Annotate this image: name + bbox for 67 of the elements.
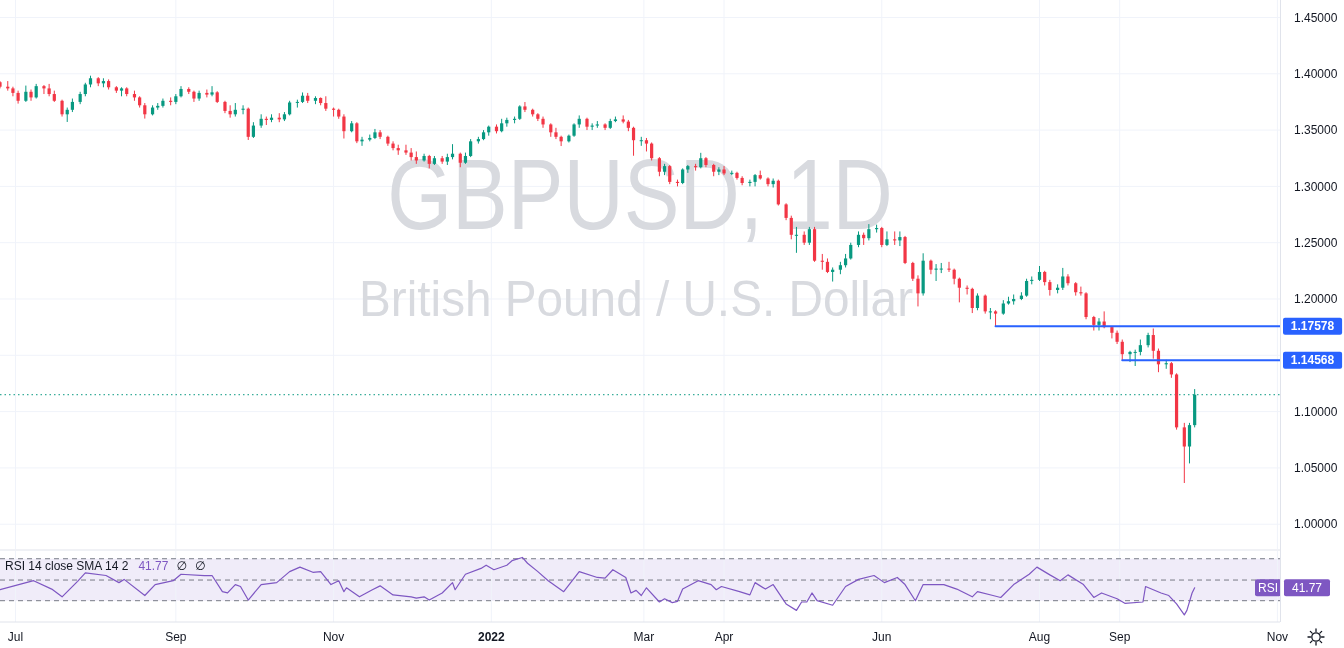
candlestick (29, 89, 33, 102)
candlestick (916, 274, 920, 307)
candlestick (911, 261, 915, 282)
chart-title: RSI 14 close SMA 14 2 (5, 559, 129, 573)
candlestick (988, 307, 992, 320)
candlestick (355, 121, 359, 144)
candlestick (717, 166, 721, 176)
y-tick-label: 1.10000 (1294, 404, 1338, 419)
annotation: RSI (1257, 580, 1279, 595)
y-tick-label: 1.00000 (1294, 517, 1338, 532)
candlestick (42, 84, 46, 95)
candlestick (1151, 328, 1155, 360)
candlestick (789, 215, 793, 240)
y-tick-label: 1.40000 (1294, 66, 1338, 81)
x-tick-label: Sep (165, 630, 187, 644)
x-tick-label: Apr (714, 630, 734, 644)
candlestick (210, 85, 214, 97)
candlestick (1024, 278, 1029, 298)
y-tick-label: 1.35000 (1294, 123, 1338, 138)
candlestick (241, 104, 245, 115)
candlestick (1084, 291, 1088, 320)
candlestick (541, 116, 545, 129)
candlestick (947, 261, 951, 273)
x-tick-label: Nov (322, 630, 345, 644)
candlestick (205, 89, 209, 98)
candlestick (776, 179, 780, 207)
annotation: ∅ (194, 559, 206, 573)
x-tick-label: Sep (1109, 630, 1131, 644)
y-tick-label: 1.20000 (1294, 292, 1338, 307)
y-tick-label: 1.25000 (1294, 235, 1338, 250)
x-tick-label: Jun (872, 630, 892, 644)
y-tick-label: 1.45000 (1294, 10, 1338, 25)
x-tick-label: Nov (1266, 630, 1289, 644)
candlestick (391, 140, 395, 151)
candlestick (1187, 422, 1192, 464)
candlestick (885, 230, 889, 247)
candlestick (469, 138, 473, 158)
candlestick (1061, 267, 1065, 291)
candlestick (342, 113, 346, 140)
candlestick (554, 127, 558, 140)
y-tick-label: 1.05000 (1294, 461, 1338, 476)
candlestick (1120, 339, 1124, 361)
candlestick (631, 126, 636, 157)
x-tick-label: 2022 (477, 630, 505, 644)
candlestick (970, 287, 974, 314)
candlestick (939, 262, 943, 274)
annotation: ∅ (176, 559, 187, 573)
candlestick (668, 164, 672, 185)
candlestick (748, 179, 752, 187)
annotation: 41.77 (138, 559, 169, 573)
x-tick-label: Jul (7, 630, 24, 644)
data-label: 1.17578 (1290, 319, 1335, 334)
candlestick (47, 83, 51, 97)
candlestick (1097, 317, 1101, 332)
candlestick (523, 101, 527, 113)
candlestick (1048, 279, 1052, 297)
y-tick-label: 1.30000 (1294, 179, 1338, 194)
candlestick (1182, 422, 1186, 484)
text: 41.77 (1291, 580, 1323, 595)
candlestick (722, 165, 726, 176)
candlestick (957, 277, 961, 303)
x-tick-label: Mar (633, 630, 655, 644)
candlestick (1128, 350, 1132, 363)
data-label: 1.14568 (1290, 353, 1335, 368)
candlestick (404, 144, 408, 156)
candlestick (934, 263, 938, 282)
x-tick-label: Aug (1028, 630, 1051, 644)
